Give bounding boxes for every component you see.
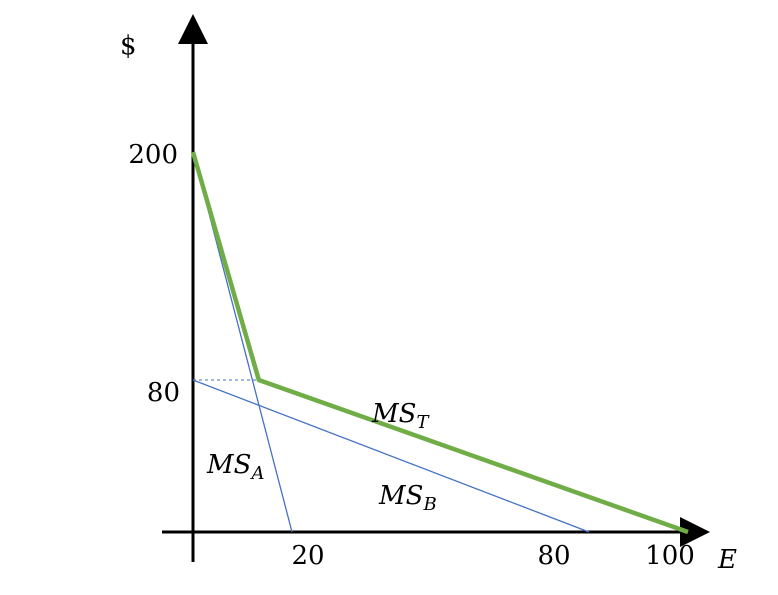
ms-t-label-sub: T xyxy=(416,412,430,433)
series-line-ms-t xyxy=(190,151,689,535)
ms-a-label-sub: A xyxy=(249,463,264,484)
x-tick-label-20: 20 xyxy=(291,541,324,571)
y-tick-label-80: 80 xyxy=(147,378,180,408)
y-tick-label-200: 200 xyxy=(128,140,178,170)
series-layer xyxy=(190,151,689,535)
ms-b-label: MSB xyxy=(378,481,437,515)
ms-a-label-main: MS xyxy=(206,450,251,480)
ms-t-label: MST xyxy=(371,399,430,433)
ms-b-label-main: MS xyxy=(378,481,423,511)
x-axis-label: E xyxy=(717,545,737,575)
ms-a-label: MSA xyxy=(206,450,264,484)
series-line-ms-b xyxy=(192,379,590,533)
x-tick-label-100: 100 xyxy=(645,541,695,571)
ms-b-label-sub: B xyxy=(422,494,436,515)
x-tick-label-80: 80 xyxy=(537,541,570,571)
y-axis-label: $ xyxy=(120,31,137,61)
ms-t-label-main: MS xyxy=(371,399,416,429)
